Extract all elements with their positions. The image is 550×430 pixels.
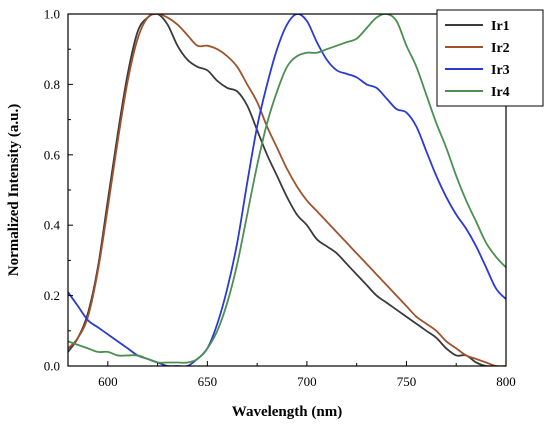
- series-line-ir4: [68, 14, 506, 364]
- legend-label-ir4: Ir4: [491, 85, 510, 100]
- legend: Ir1 Ir2 Ir3 Ir4: [436, 9, 544, 107]
- x-axis: 600 650 700 750 800: [98, 361, 516, 389]
- series-layer: [68, 14, 506, 366]
- y-axis-title: Normalized Intensity (a.u.): [6, 104, 22, 277]
- y-tick-label: 0.8: [44, 77, 60, 92]
- legend-label-ir3: Ir3: [491, 63, 510, 78]
- legend-label-ir2: Ir2: [491, 41, 510, 56]
- x-axis-title: Wavelength (nm): [232, 404, 342, 420]
- y-tick-label: 0.2: [44, 288, 60, 303]
- x-tick-label: 700: [297, 374, 317, 389]
- y-axis: 0.0 0.2 0.4 0.6 0.8 1.0: [44, 7, 73, 374]
- x-tick-label: 800: [496, 374, 516, 389]
- legend-label-ir1: Ir1: [491, 19, 510, 34]
- series-line-ir2: [68, 14, 506, 366]
- x-tick-label: 600: [98, 374, 118, 389]
- y-tick-label: 0.0: [44, 359, 60, 374]
- y-tick-label: 0.6: [44, 147, 61, 162]
- x-tick-label: 750: [397, 374, 417, 389]
- series-line-ir1: [68, 14, 497, 366]
- y-tick-label: 0.4: [44, 218, 61, 233]
- y-tick-label: 1.0: [44, 7, 60, 22]
- x-tick-label: 650: [198, 374, 218, 389]
